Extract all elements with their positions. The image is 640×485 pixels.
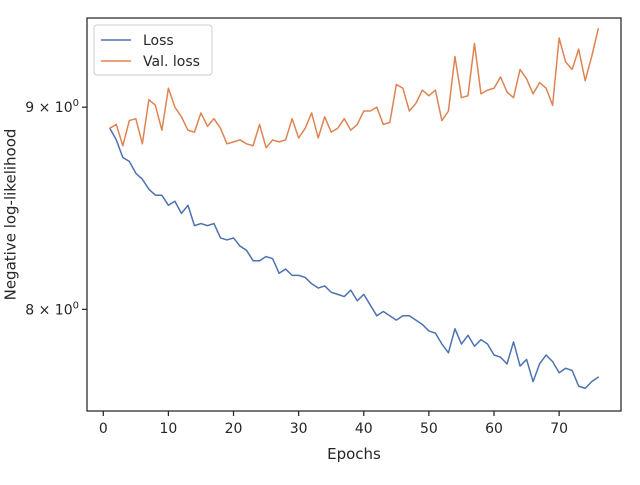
x-axis-label: Epochs bbox=[327, 445, 381, 463]
x-tick-label: 50 bbox=[420, 421, 438, 437]
y-tick-label-base: 8 × 10 bbox=[25, 302, 72, 318]
series-layer bbox=[109, 28, 599, 390]
x-axis: 0 10 20 30 40 50 60 70 bbox=[99, 411, 568, 437]
legend-label-1: Loss bbox=[143, 33, 174, 49]
plot-frame bbox=[86, 17, 622, 412]
x-tick-label: 60 bbox=[485, 421, 503, 437]
x-tick-label: 40 bbox=[355, 421, 373, 437]
y-tick-label-base: 9 × 10 bbox=[25, 100, 72, 116]
y-axis-label: Negative log-likelihood bbox=[2, 129, 20, 301]
x-tick-label: 20 bbox=[225, 421, 243, 437]
y-tick-label-exponent: 0 bbox=[73, 300, 79, 311]
legend: Loss Val. loss bbox=[93, 24, 213, 76]
x-tick-label: 0 bbox=[99, 421, 108, 437]
y-tick-label: 8 × 100 bbox=[25, 300, 79, 318]
series-line-2 bbox=[109, 28, 599, 149]
y-tick-label: 9 × 100 bbox=[25, 98, 79, 116]
x-tick-label: 30 bbox=[290, 421, 308, 437]
legend-box bbox=[93, 24, 213, 76]
y-tick-label-exponent: 0 bbox=[73, 98, 79, 109]
legend-label-2: Val. loss bbox=[143, 54, 200, 70]
series-line-1 bbox=[109, 127, 599, 390]
x-tick-label: 70 bbox=[550, 421, 568, 437]
x-tick-label: 10 bbox=[159, 421, 177, 437]
